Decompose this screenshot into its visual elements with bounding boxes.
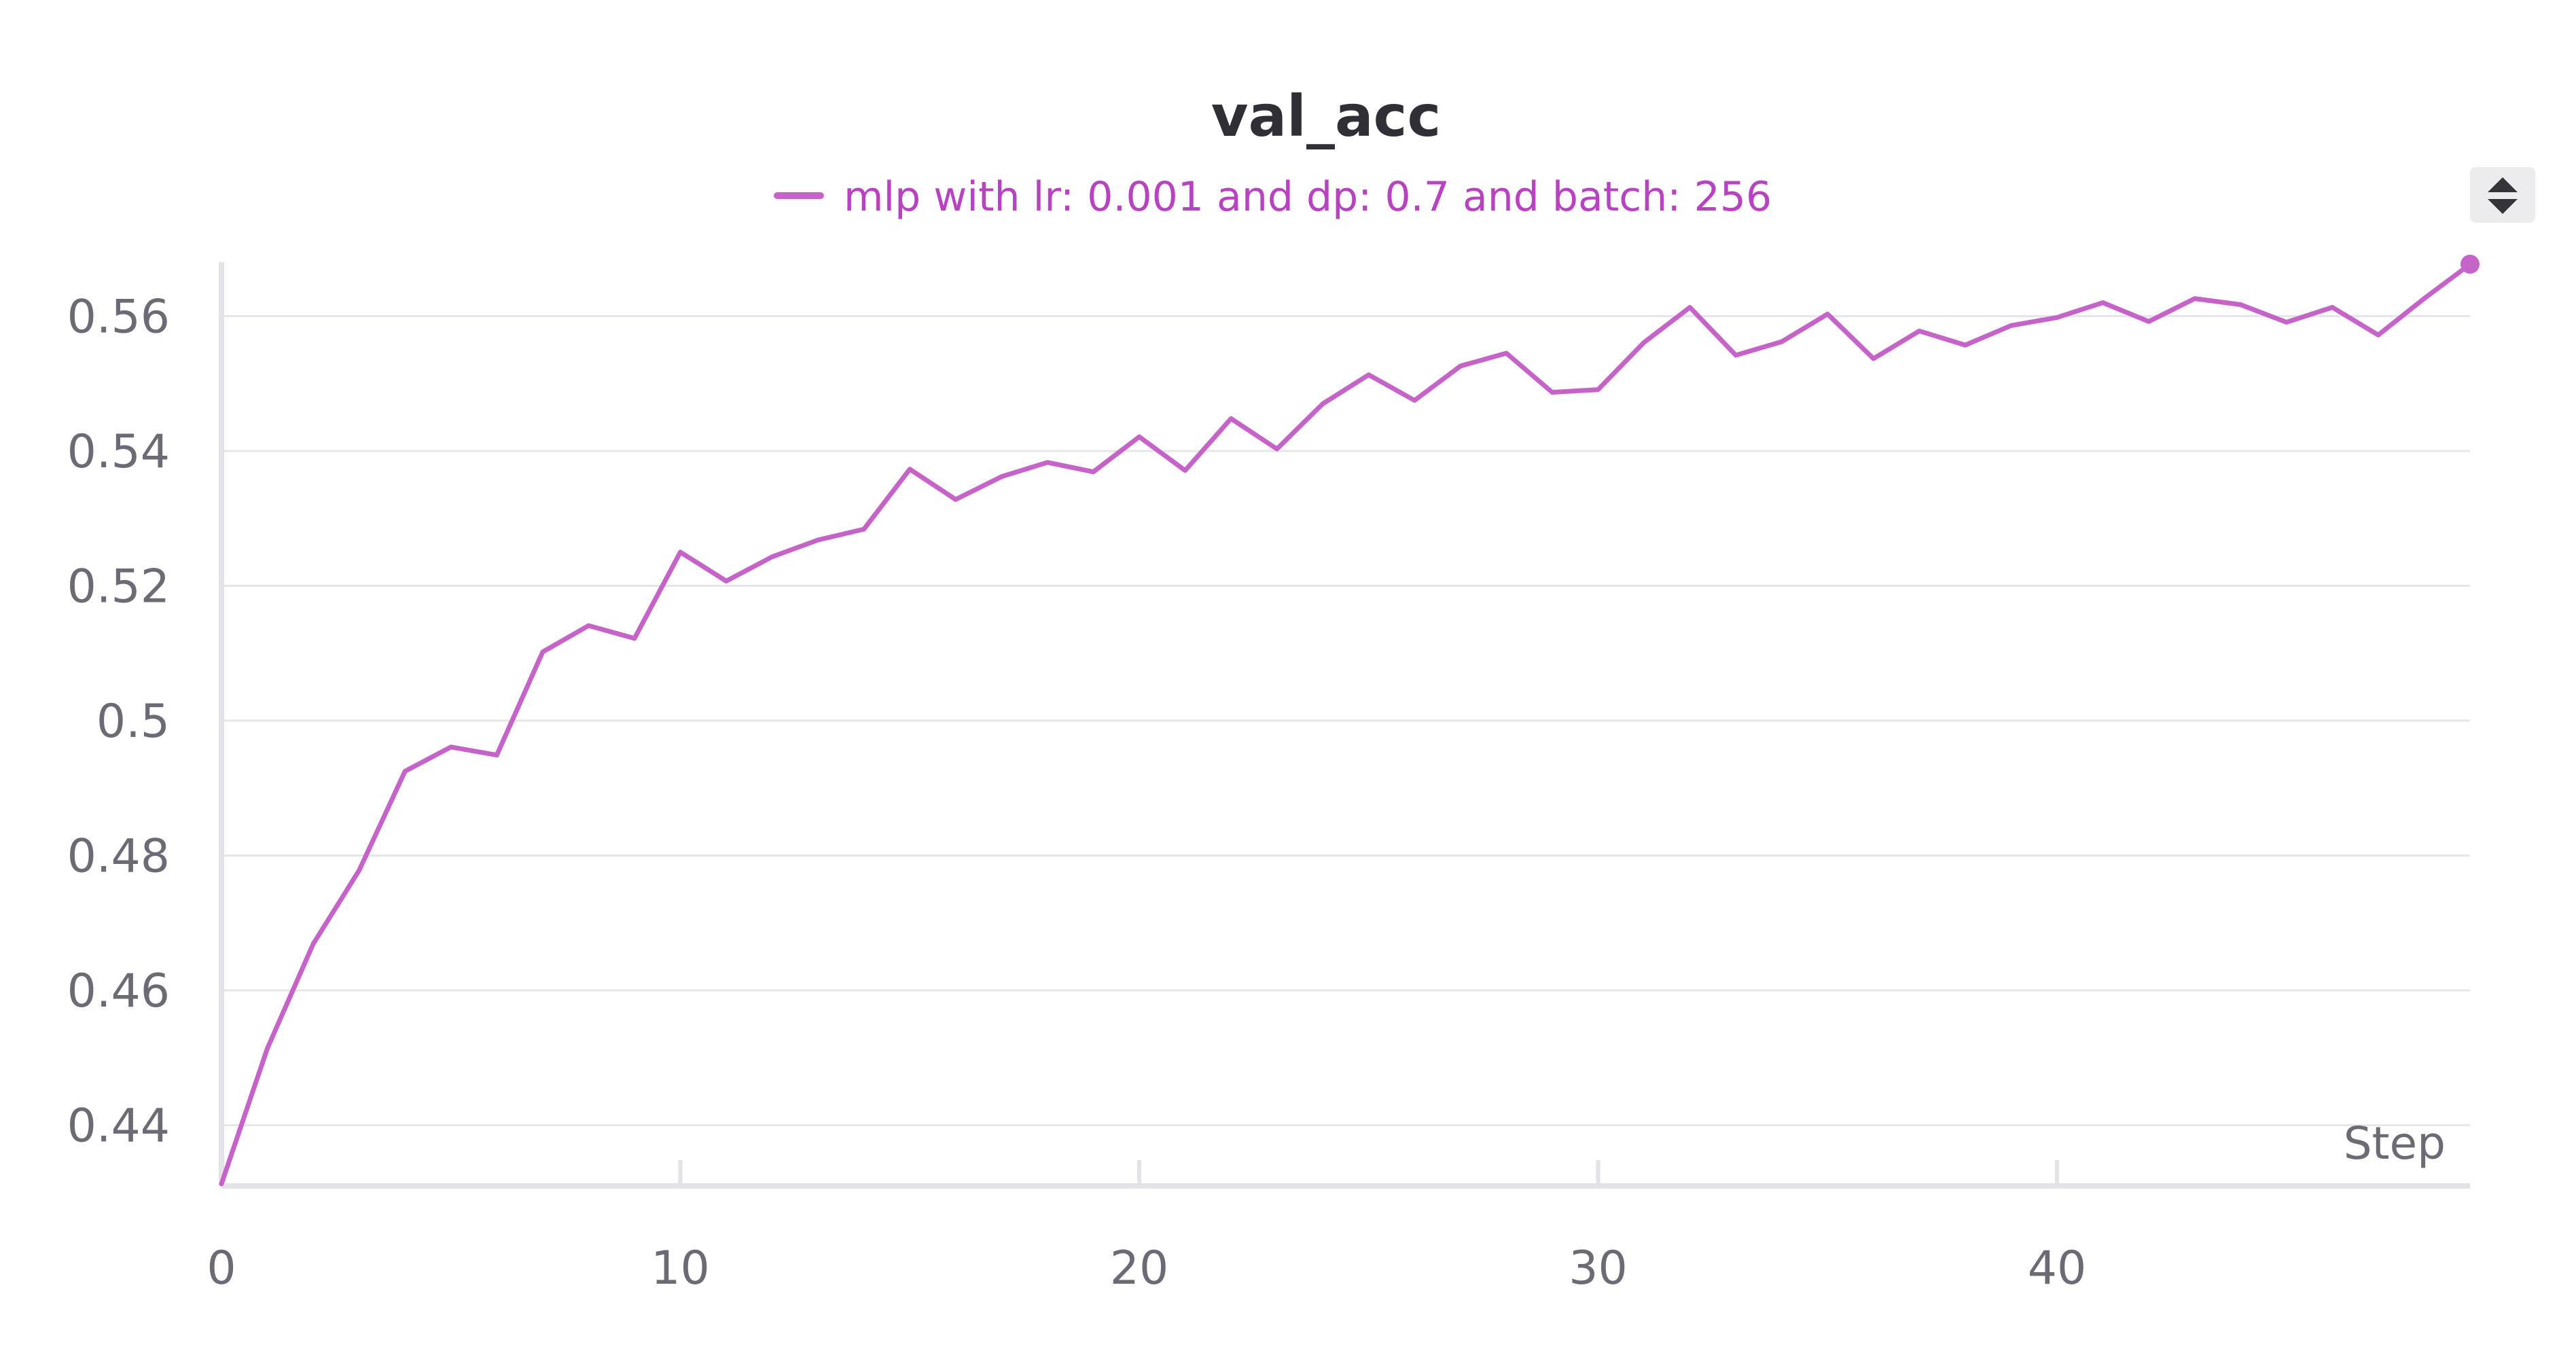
data-point [677, 548, 685, 556]
last-point-marker [2461, 254, 2480, 274]
data-point [1686, 304, 1694, 312]
data-point [1915, 327, 1923, 335]
data-point [401, 767, 409, 775]
data-point [355, 866, 363, 874]
data-point [539, 648, 547, 656]
data-point [814, 536, 822, 544]
x-tick-label: 20 [1110, 1242, 1169, 1295]
data-point [952, 495, 960, 503]
x-tick-label: 40 [2028, 1242, 2087, 1295]
data-point [2236, 301, 2244, 309]
data-point [1135, 433, 1143, 441]
x-axis-title: Step [2344, 1117, 2446, 1170]
data-point [309, 940, 317, 948]
data-point [217, 1180, 226, 1188]
data-point [1502, 349, 1510, 357]
data-point [630, 634, 639, 643]
y-tick-label: 0.52 [67, 560, 170, 613]
data-point [2283, 318, 2291, 326]
data-point [1961, 341, 1969, 349]
data-point [2328, 304, 2336, 312]
data-point [2420, 295, 2428, 303]
grid [221, 314, 2470, 1127]
data-point [860, 525, 868, 533]
chart-title: val_acc [1211, 83, 1442, 149]
up-down-arrows-icon[interactable] [2488, 177, 2518, 214]
data-point [2099, 299, 2107, 307]
plot-area [217, 254, 2480, 1188]
data-point [264, 1044, 272, 1052]
data-point [1548, 389, 1556, 397]
data-point [1640, 338, 1648, 346]
y-tick-label: 0.54 [67, 425, 170, 479]
data-point [447, 743, 455, 751]
data-point [1823, 310, 1831, 318]
y-tick-label: 0.48 [67, 830, 170, 884]
data-point [997, 473, 1005, 481]
data-point [1410, 397, 1418, 405]
data-point [1319, 399, 1327, 408]
data-point [1456, 362, 1465, 370]
x-tick-label: 0 [207, 1242, 236, 1295]
x-tick-label: 30 [1569, 1242, 1628, 1295]
data-point [1870, 355, 1878, 363]
data-point [2191, 295, 2199, 303]
data-point [1273, 445, 1281, 453]
legend-scroll-button[interactable] [2470, 167, 2535, 223]
data-point [493, 751, 501, 759]
x-tick-label: 10 [651, 1242, 710, 1295]
y-axis: 0.44 0.46 0.48 0.5 0.52 0.54 0.56 [67, 262, 224, 1186]
legend: mlp with lr: 0.001 and dp: 0.7 and batch… [774, 173, 1772, 221]
data-point [2374, 331, 2382, 339]
data-point [906, 465, 914, 473]
legend-scroll-button-bg[interactable] [2470, 167, 2535, 223]
series-line [219, 261, 2473, 1187]
data-point [1594, 386, 1603, 394]
legend-series-label: mlp with lr: 0.001 and dp: 0.7 and batch… [844, 173, 1772, 221]
y-tick-label: 0.56 [67, 290, 170, 344]
data-point [2145, 317, 2153, 325]
y-tick-label: 0.5 [96, 695, 170, 748]
data-point [1778, 338, 1786, 346]
data-point [1365, 371, 1373, 379]
data-point [1089, 468, 1097, 476]
data-point [584, 621, 592, 630]
y-tick-label: 0.46 [67, 964, 170, 1018]
data-point [1181, 467, 1189, 475]
data-point [1732, 351, 1740, 359]
data-point [1043, 458, 1052, 467]
y-tick-label: 0.44 [67, 1100, 170, 1153]
data-point [2053, 313, 2061, 321]
data-point [1227, 414, 1235, 422]
data-point [768, 553, 776, 561]
data-point [722, 577, 730, 585]
x-axis: 0 10 20 30 40 [207, 1160, 2470, 1295]
data-point [2007, 321, 2015, 329]
